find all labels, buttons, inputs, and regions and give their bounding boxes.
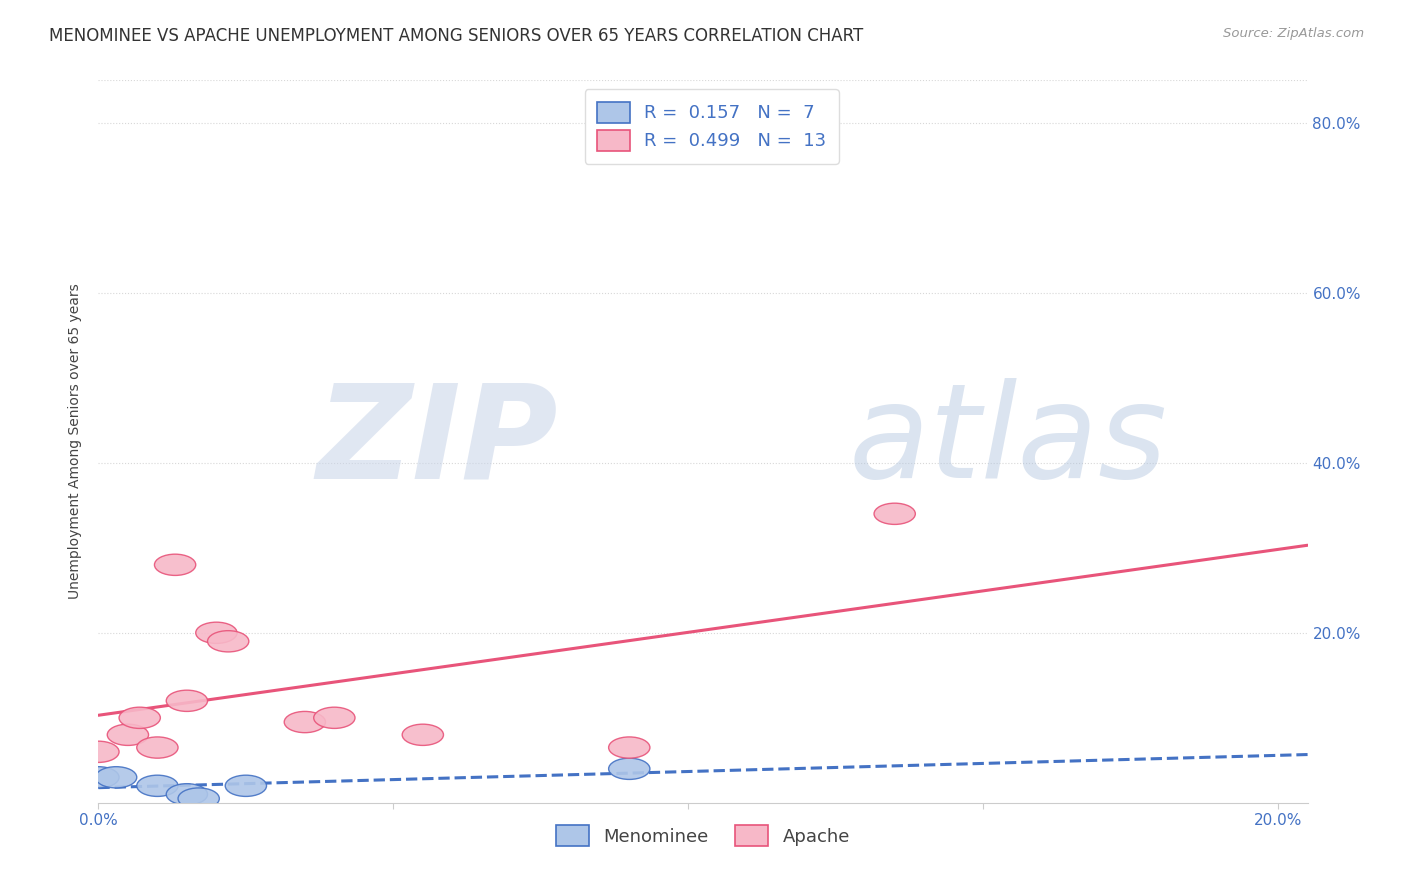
Ellipse shape — [609, 737, 650, 758]
Ellipse shape — [136, 775, 179, 797]
Ellipse shape — [875, 503, 915, 524]
Ellipse shape — [77, 767, 120, 788]
Ellipse shape — [284, 712, 326, 732]
Ellipse shape — [166, 784, 208, 805]
Ellipse shape — [402, 724, 443, 746]
Text: MENOMINEE VS APACHE UNEMPLOYMENT AMONG SENIORS OVER 65 YEARS CORRELATION CHART: MENOMINEE VS APACHE UNEMPLOYMENT AMONG S… — [49, 27, 863, 45]
Text: ZIP: ZIP — [316, 378, 558, 505]
Ellipse shape — [96, 767, 136, 788]
Ellipse shape — [77, 741, 120, 763]
Ellipse shape — [609, 758, 650, 780]
Ellipse shape — [155, 554, 195, 575]
Y-axis label: Unemployment Among Seniors over 65 years: Unemployment Among Seniors over 65 years — [69, 284, 83, 599]
Legend: Menominee, Apache: Menominee, Apache — [544, 813, 862, 859]
Ellipse shape — [225, 775, 267, 797]
Ellipse shape — [314, 707, 354, 729]
Ellipse shape — [120, 707, 160, 729]
Text: atlas: atlas — [848, 378, 1167, 505]
Ellipse shape — [179, 788, 219, 809]
Ellipse shape — [166, 690, 208, 712]
Ellipse shape — [195, 623, 238, 643]
Ellipse shape — [107, 724, 149, 746]
Ellipse shape — [208, 631, 249, 652]
Text: Source: ZipAtlas.com: Source: ZipAtlas.com — [1223, 27, 1364, 40]
Ellipse shape — [136, 737, 179, 758]
